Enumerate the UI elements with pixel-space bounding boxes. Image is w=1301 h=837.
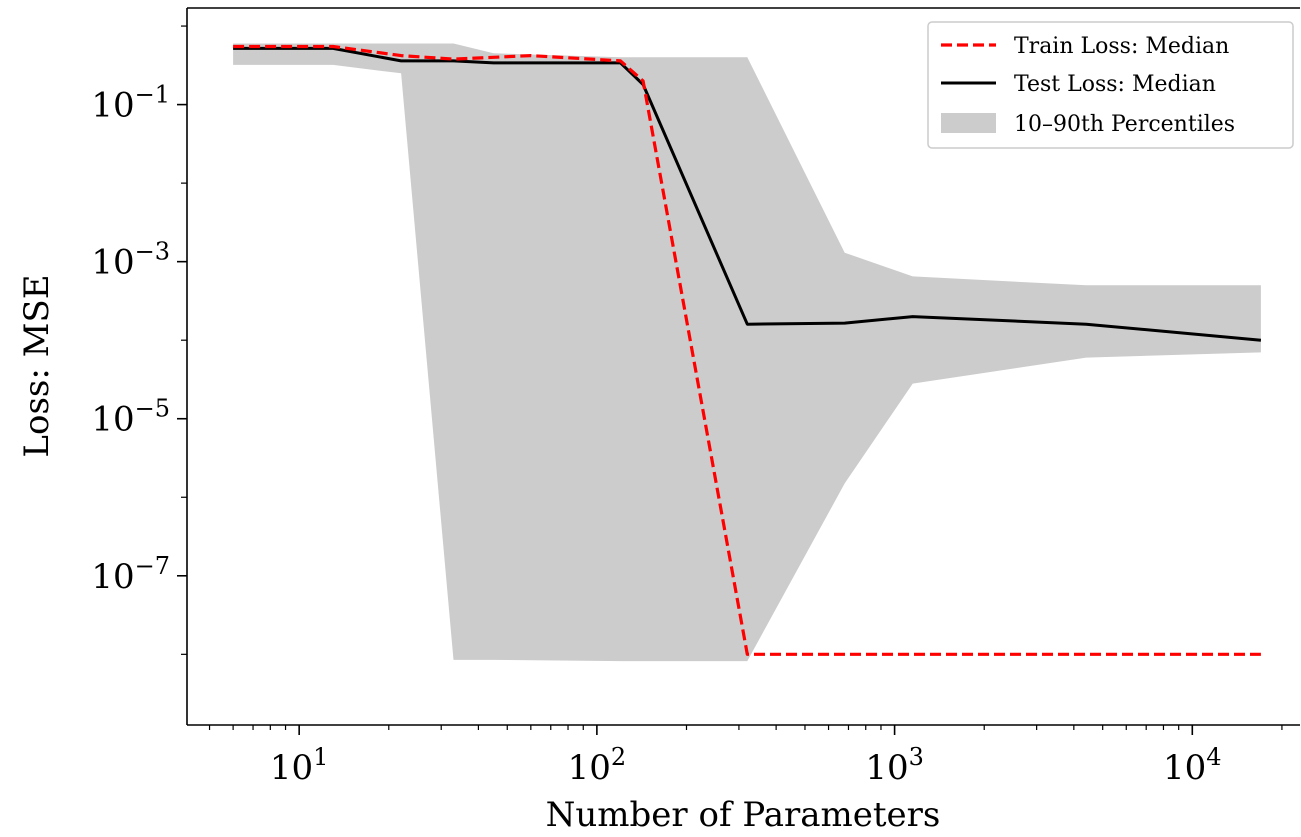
legend-test-label: Test Loss: Median [1014, 72, 1216, 97]
y-tick-label: 10−7 [91, 552, 170, 597]
x-tick-label: 103 [865, 743, 924, 788]
x-tick-label: 102 [568, 743, 627, 788]
x-axis-title: Number of Parameters [546, 795, 941, 835]
x-tick-label: 101 [270, 743, 329, 788]
y-axis-title: Loss: MSE [17, 274, 57, 457]
x-ticks: 101 102 103 104 [210, 725, 1282, 788]
x-tick-label: 104 [1163, 743, 1222, 788]
y-ticks: 10−1 10−3 10−5 10−7 [91, 26, 187, 654]
y-tick-label: 10−5 [91, 395, 170, 440]
legend-band-swatch [941, 113, 996, 133]
legend-band-label: 10–90th Percentiles [1014, 112, 1235, 137]
y-tick-label: 10−3 [91, 238, 170, 283]
y-tick-label: 10−1 [91, 81, 170, 126]
legend-train-label: Train Loss: Median [1014, 34, 1229, 59]
legend: Train Loss: Median Test Loss: Median 10–… [928, 22, 1293, 148]
